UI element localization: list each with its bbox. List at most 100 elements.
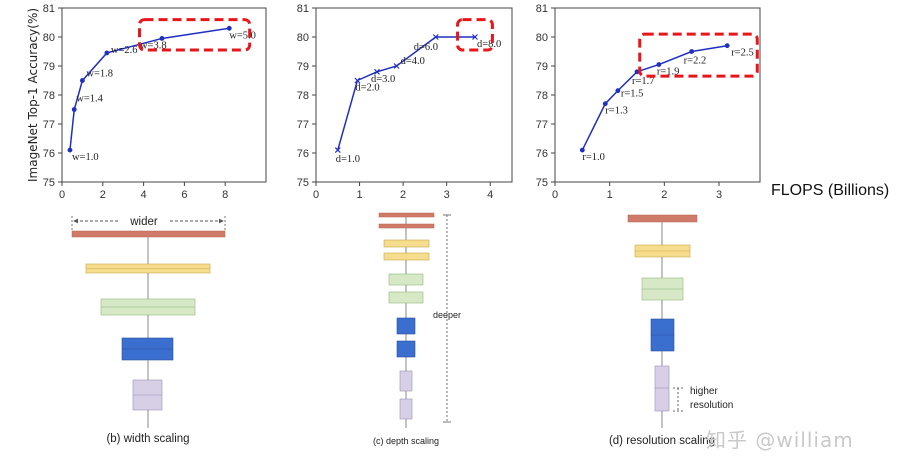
data-point-stroke <box>472 34 478 40</box>
data-point <box>159 36 165 41</box>
x-tick-label: 4 <box>487 189 493 201</box>
data-label: r=1.3 <box>605 106 628 117</box>
higher-resolution-label-line2: resolution <box>690 400 733 411</box>
width-layer-red <box>71 230 226 238</box>
data-point <box>80 78 85 83</box>
depth-layer-green <box>388 273 424 286</box>
data-point <box>472 34 478 40</box>
data-point <box>354 77 361 84</box>
wider-label: wider <box>129 216 158 228</box>
data-label: w=3.8 <box>140 40 167 51</box>
data-label: r=1.0 <box>582 152 605 163</box>
depth-layer-green <box>388 291 424 304</box>
data-point <box>71 107 77 112</box>
y-tick-label: 81 <box>297 3 309 15</box>
x-axis-label-flops: FLOPS (Billions) <box>771 182 890 199</box>
y-tick-label: 78 <box>536 90 548 102</box>
y-tick-label: 78 <box>297 90 309 102</box>
data-point <box>656 62 662 67</box>
depth-layer-blue <box>396 340 416 358</box>
resolution-scaling-caption: (d) resolution scaling <box>609 435 715 447</box>
depth-layer-red <box>378 223 435 229</box>
data-point-stroke <box>432 34 439 40</box>
y-axis-label: ImageNet Top-1 Accuracy(%) <box>26 8 40 182</box>
data-point <box>67 147 73 153</box>
data-point <box>602 101 608 107</box>
x-tick-label: 2 <box>661 189 667 201</box>
depth-scaling-diagram: deeper (c) depth scaling <box>373 212 461 446</box>
depth-layer-yellow <box>383 239 430 248</box>
data-point <box>724 43 730 49</box>
data-label: w=1.4 <box>76 94 103 105</box>
resolution-scaling-diagram: higher resolution (d) resolution scaling <box>609 214 733 447</box>
x-tick-label: 0 <box>313 189 319 201</box>
data-label: d=1.0 <box>336 154 360 165</box>
depth-layer-yellow <box>383 252 430 261</box>
y-tick-label: 79 <box>536 61 548 73</box>
data-point <box>615 88 621 94</box>
y-tick-label: 81 <box>43 3 55 15</box>
y-tick-label: 76 <box>536 148 548 160</box>
data-label: w=5.0 <box>229 30 256 41</box>
y-tick-label: 80 <box>43 32 55 44</box>
data-point <box>374 68 380 75</box>
data-label: d=8.0 <box>477 39 501 50</box>
x-tick-label: 8 <box>222 189 228 201</box>
y-tick-label: 80 <box>297 32 309 44</box>
data-label: d=6.0 <box>414 42 438 53</box>
y-tick-label: 75 <box>297 177 309 189</box>
depth-layer-lilac <box>399 398 413 420</box>
data-point-stroke <box>393 63 400 69</box>
watermark: 知乎 @william <box>706 428 854 452</box>
x-tick-label: 1 <box>356 189 362 201</box>
data-label: r=1.9 <box>657 67 680 78</box>
data-label: d=3.0 <box>371 74 395 85</box>
data-label: w=1.0 <box>72 152 99 163</box>
highlight-box <box>456 18 494 52</box>
data-label: d=4.0 <box>401 56 425 67</box>
deeper-label: deeper <box>433 310 461 320</box>
resolution-layer-lilac <box>654 365 670 412</box>
y-tick-label: 81 <box>536 3 548 15</box>
highlight-box <box>638 32 759 78</box>
data-point <box>579 147 585 153</box>
y-tick-label: 75 <box>43 177 55 189</box>
depth-layer-red <box>378 212 435 218</box>
y-tick-label: 79 <box>297 61 309 73</box>
data-point <box>104 50 110 56</box>
x-tick-label: 0 <box>59 189 65 201</box>
x-tick-label: 6 <box>181 189 187 201</box>
series-line <box>69 27 230 151</box>
data-point-stroke <box>334 147 341 154</box>
y-tick-label: 79 <box>43 61 55 73</box>
y-tick-label: 77 <box>43 119 55 131</box>
data-label: r=1.7 <box>632 76 655 87</box>
data-label: r=2.5 <box>731 48 754 59</box>
data-label: w=2.6 <box>111 45 138 56</box>
data-point-stroke <box>374 68 380 75</box>
data-point <box>226 25 232 31</box>
data-point <box>634 69 640 75</box>
data-label: r=2.2 <box>684 56 707 67</box>
series-line <box>337 36 475 151</box>
y-tick-label: 76 <box>43 148 55 160</box>
x-tick-label: 1 <box>607 189 613 201</box>
y-tick-label: 75 <box>536 177 548 189</box>
depth-scaling-caption: (c) depth scaling <box>373 436 439 446</box>
data-label: w=1.8 <box>86 69 113 80</box>
data-label: r=1.5 <box>621 89 644 100</box>
depth-layer-blue <box>396 317 416 335</box>
data-label: d=2.0 <box>355 83 379 94</box>
data-point <box>689 49 695 54</box>
data-point-stroke <box>354 77 361 84</box>
y-tick-label: 77 <box>536 119 548 131</box>
width-scaling-caption: (b) width scaling <box>106 433 189 445</box>
y-tick-label: 80 <box>536 32 548 44</box>
x-tick-label: 3 <box>716 189 722 201</box>
y-tick-label: 76 <box>297 148 309 160</box>
y-tick-label: 78 <box>43 90 55 102</box>
x-tick-label: 2 <box>100 189 106 201</box>
y-tick-label: 77 <box>297 119 309 131</box>
